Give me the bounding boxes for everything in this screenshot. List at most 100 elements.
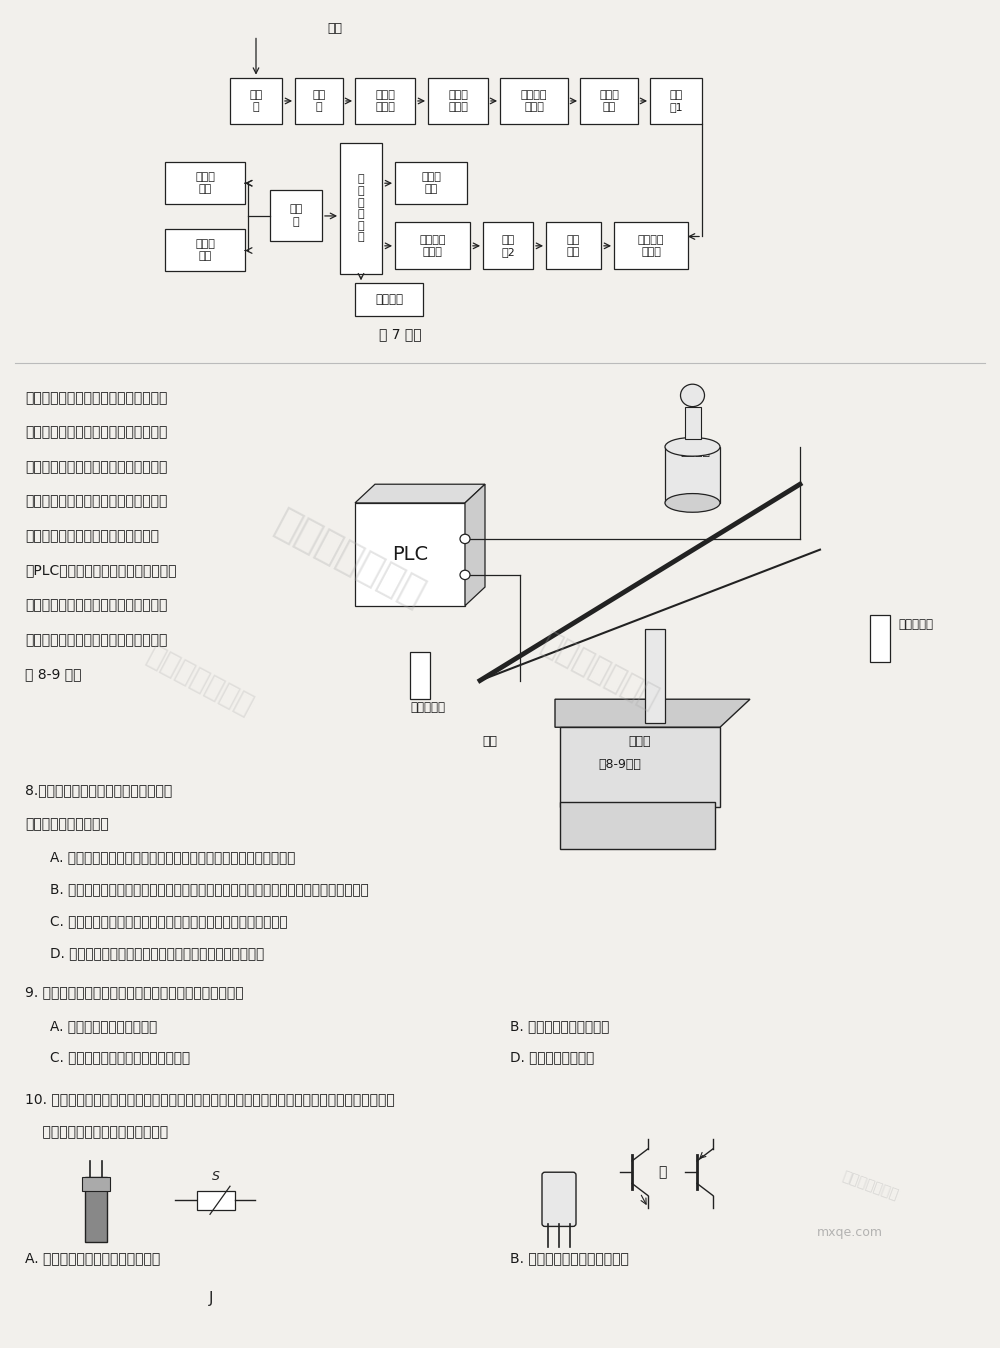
Circle shape (101, 1294, 109, 1302)
Text: 小桶灌
装机: 小桶灌 装机 (195, 239, 215, 262)
Text: 或: 或 (658, 1165, 666, 1180)
FancyBboxPatch shape (560, 802, 715, 849)
FancyBboxPatch shape (355, 78, 415, 124)
Text: 围内运转。请根据示意图和描述，完成: 围内运转。请根据示意图和描述，完成 (25, 632, 167, 647)
FancyBboxPatch shape (85, 1177, 107, 1243)
FancyBboxPatch shape (645, 630, 665, 723)
FancyBboxPatch shape (546, 222, 601, 270)
Text: 机械臂: 机械臂 (629, 735, 651, 748)
Text: 10. 如图所示为小明在通用技术实践室找到的电子元器件。下列选项中，用于电路控制（处理）部: 10. 如图所示为小明在通用技术实践室找到的电子元器件。下列选项中，用于电路控制… (25, 1092, 395, 1105)
Text: 原水
箱: 原水 箱 (249, 90, 263, 112)
Ellipse shape (665, 493, 720, 512)
Text: 高三答案公众号: 高三答案公众号 (269, 504, 431, 615)
Text: 第8-9题图: 第8-9题图 (599, 758, 641, 771)
FancyBboxPatch shape (500, 78, 568, 124)
Text: 第 8-9 题。: 第 8-9 题。 (25, 667, 82, 682)
Text: 高三答案公众号: 高三答案公众号 (142, 640, 258, 720)
FancyBboxPatch shape (410, 652, 430, 700)
FancyBboxPatch shape (428, 78, 488, 124)
FancyBboxPatch shape (82, 1177, 110, 1190)
FancyBboxPatch shape (193, 1286, 229, 1312)
Text: 9. 下列关于机械耡运动限位控制系统的分析中，正确的是: 9. 下列关于机械耡运动限位控制系统的分析中，正确的是 (25, 985, 244, 999)
Text: 给PLC发送信号，经伺服电机使机械耡: 给PLC发送信号，经伺服电机使机械耡 (25, 563, 176, 578)
Text: 中间
水箱: 中间 水箱 (567, 235, 580, 257)
Text: 需要限位的位置，当机械耡左右运动靠: 需要限位的位置，当机械耡左右运动靠 (25, 460, 167, 474)
Text: PLC: PLC (392, 545, 428, 563)
Text: 8.　下列关于该机械耡运动限位系统的: 8. 下列关于该机械耡运动限位系统的 (25, 783, 172, 798)
Text: 气
水
混
合
杀
菌: 气 水 混 合 杀 菌 (358, 174, 364, 243)
FancyBboxPatch shape (580, 78, 638, 124)
Polygon shape (680, 1299, 698, 1316)
Text: B. 控制方式属于开环控制: B. 控制方式属于开环控制 (510, 1019, 609, 1033)
Text: B. 三极管：具有电流放大作用: B. 三极管：具有电流放大作用 (510, 1252, 629, 1266)
FancyBboxPatch shape (165, 229, 245, 271)
FancyBboxPatch shape (270, 190, 322, 241)
FancyBboxPatch shape (684, 407, 700, 439)
Polygon shape (555, 700, 750, 728)
FancyBboxPatch shape (870, 615, 890, 662)
Text: D. 伺服电机是控制器: D. 伺服电机是控制器 (510, 1050, 594, 1065)
Text: 一级反渗
透主机: 一级反渗 透主机 (638, 235, 664, 257)
FancyBboxPatch shape (355, 283, 423, 315)
FancyBboxPatch shape (230, 78, 282, 124)
Text: 位置传感器: 位置传感器 (898, 617, 933, 631)
Text: 如图所示为机械耡运动限位系统示: 如图所示为机械耡运动限位系统示 (25, 391, 167, 404)
Text: 石英砂
过滤器: 石英砂 过滤器 (375, 90, 395, 112)
Text: J: J (209, 1291, 213, 1306)
FancyBboxPatch shape (560, 728, 720, 806)
Text: D. 设计团队的人员分工及设计水平是系统优化的影响因素: D. 设计团队的人员分工及设计水平是系统优化的影响因素 (50, 946, 264, 960)
Text: 二级反渗
透主机: 二级反渗 透主机 (419, 235, 446, 257)
Circle shape (680, 384, 704, 407)
Text: 增压
泵: 增压 泵 (312, 90, 326, 112)
FancyBboxPatch shape (395, 222, 470, 270)
Text: C. 位置传感器的灵敏度属于干扰因素: C. 位置传感器的灵敏度属于干扰因素 (50, 1050, 190, 1065)
Text: 阻垢剂投
加设备: 阻垢剂投 加设备 (521, 90, 547, 112)
FancyBboxPatch shape (165, 162, 245, 204)
Text: 分且实物、符号及描述均正确的是: 分且实物、符号及描述均正确的是 (25, 1126, 168, 1139)
FancyBboxPatch shape (614, 222, 688, 270)
Circle shape (668, 1287, 712, 1328)
Text: B. 设计该系统时，既要考虑功能的实现，又要考虑成本，体现了系统分析的综合性原则: B. 设计该系统时，既要考虑功能的实现，又要考虑成本，体现了系统分析的综合性原则 (50, 883, 369, 896)
Ellipse shape (569, 1287, 627, 1329)
FancyBboxPatch shape (395, 162, 467, 204)
Text: 近位置传感器时，位置传感器感知到机: 近位置传感器时，位置传感器感知到机 (25, 495, 167, 508)
Polygon shape (465, 484, 485, 605)
Text: mxqe.com: mxqe.com (817, 1225, 883, 1239)
Text: S: S (212, 1170, 220, 1184)
Text: 械耡接近并在达到规定的检测距离时: 械耡接近并在达到规定的检测距离时 (25, 528, 159, 543)
Text: 第 7 题图: 第 7 题图 (379, 328, 421, 341)
FancyBboxPatch shape (650, 78, 702, 124)
Text: 生产用水: 生产用水 (375, 293, 403, 306)
Text: 臭氧发
生器: 臭氧发 生器 (421, 171, 441, 194)
Text: 高三答案公众号: 高三答案公众号 (537, 628, 663, 714)
FancyBboxPatch shape (355, 503, 465, 605)
Text: 高三答案公众号: 高三答案公众号 (840, 1169, 900, 1202)
Text: 位置传感器: 位置传感器 (410, 701, 445, 714)
Text: 高压
泵1: 高压 泵1 (669, 90, 683, 112)
Text: 工件: 工件 (482, 735, 498, 748)
Text: A. 机械耡停止运动是控制量: A. 机械耡停止运动是控制量 (50, 1019, 157, 1033)
Text: 精密过
滤器: 精密过 滤器 (599, 90, 619, 112)
Text: 意图。位置传感器设置在机械耡的左右: 意图。位置传感器设置在机械耡的左右 (25, 426, 167, 439)
FancyBboxPatch shape (340, 143, 382, 274)
Polygon shape (355, 484, 485, 503)
Polygon shape (70, 1266, 140, 1336)
FancyBboxPatch shape (197, 1190, 235, 1209)
Ellipse shape (665, 438, 720, 456)
Text: 大桶灌
装机: 大桶灌 装机 (195, 171, 215, 194)
Text: 纯水
箱: 纯水 箱 (289, 205, 303, 226)
FancyBboxPatch shape (295, 78, 343, 124)
Text: 停止运行，从而使机械耡在一定位置范: 停止运行，从而使机械耡在一定位置范 (25, 599, 167, 612)
FancyBboxPatch shape (483, 222, 533, 270)
FancyBboxPatch shape (665, 446, 720, 503)
FancyBboxPatch shape (542, 1173, 576, 1227)
Text: C. 位置传感器的目的是检测机械耡的位置，体现了系统的目的性: C. 位置传感器的目的是检测机械耡的位置，体现了系统的目的性 (50, 914, 288, 929)
Text: 伺服电机: 伺服电机 (680, 445, 710, 458)
Circle shape (460, 534, 470, 543)
Text: A. 伺服电机输出的功率应能驱动机械耡运动，体现了系统的相关性: A. 伺服电机输出的功率应能驱动机械耡运动，体现了系统的相关性 (50, 851, 295, 864)
Circle shape (460, 570, 470, 580)
Text: 原水: 原水 (328, 22, 342, 35)
Text: 高压
泵2: 高压 泵2 (501, 235, 515, 257)
Text: 活性炭
过滤器: 活性炭 过滤器 (448, 90, 468, 112)
Text: A. 湿敏电阵：两引脚没正负极之分: A. 湿敏电阵：两引脚没正负极之分 (25, 1252, 160, 1266)
